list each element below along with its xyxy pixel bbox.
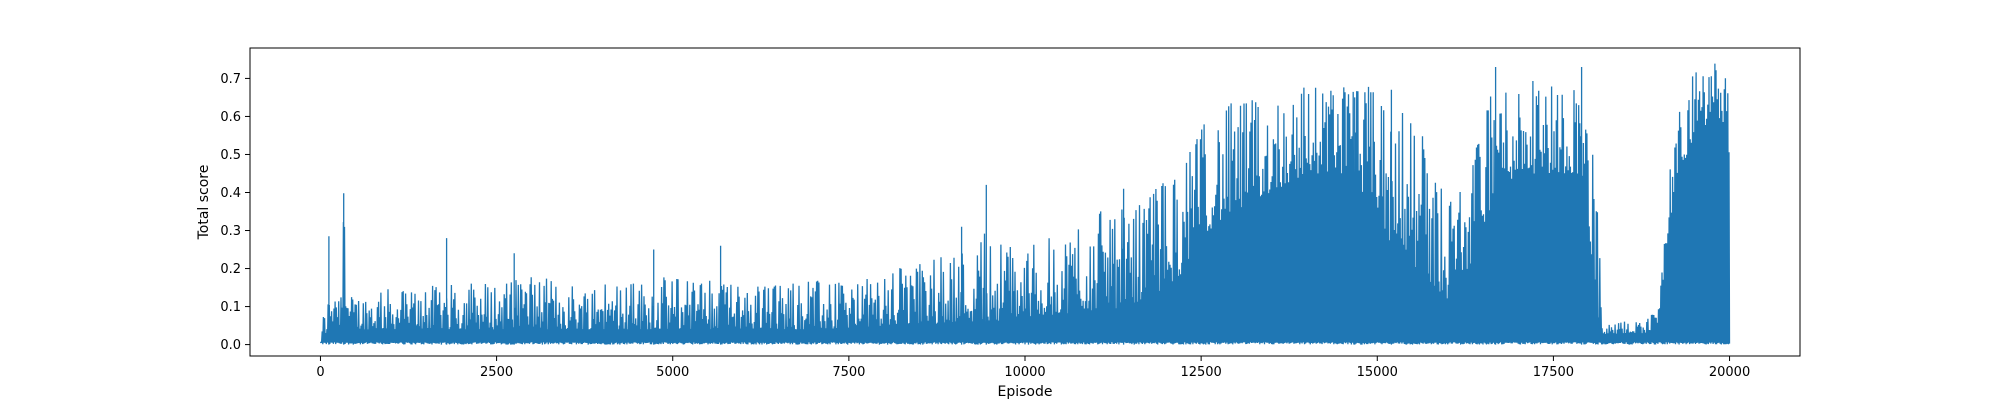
x-tick-label: 12500: [1180, 365, 1221, 380]
x-tick-label: 5000: [656, 365, 689, 380]
y-tick-label: 0.0: [220, 338, 241, 353]
y-tick-label: 0.3: [220, 224, 241, 239]
x-axis-title: Episode: [998, 384, 1053, 400]
x-tick-label: 10000: [1004, 365, 1045, 380]
y-tick-label: 0.1: [220, 300, 241, 315]
y-tick-label: 0.6: [220, 110, 241, 125]
y-tick-label: 0.4: [220, 186, 241, 201]
x-tick-label: 20000: [1709, 365, 1750, 380]
plot-area: [319, 63, 1731, 345]
y-tick-label: 0.2: [220, 262, 241, 277]
x-tick-label: 15000: [1357, 365, 1398, 380]
x-tick-label: 0: [316, 365, 324, 380]
x-tick-label: 2500: [480, 365, 513, 380]
y-axis: 0.0 0.1 0.2 0.3 0.4 0.5 0.6 0.7: [220, 72, 250, 353]
y-axis-title: Total score: [196, 165, 212, 241]
x-tick-label: 7500: [832, 365, 865, 380]
series-line: [319, 63, 1731, 345]
x-axis: 0 2500 5000 7500 10000 12500 15000 17500 20000: [316, 356, 1750, 380]
x-tick-label: 17500: [1533, 365, 1574, 380]
y-tick-label: 0.7: [220, 72, 241, 87]
y-tick-label: 0.5: [220, 148, 241, 163]
